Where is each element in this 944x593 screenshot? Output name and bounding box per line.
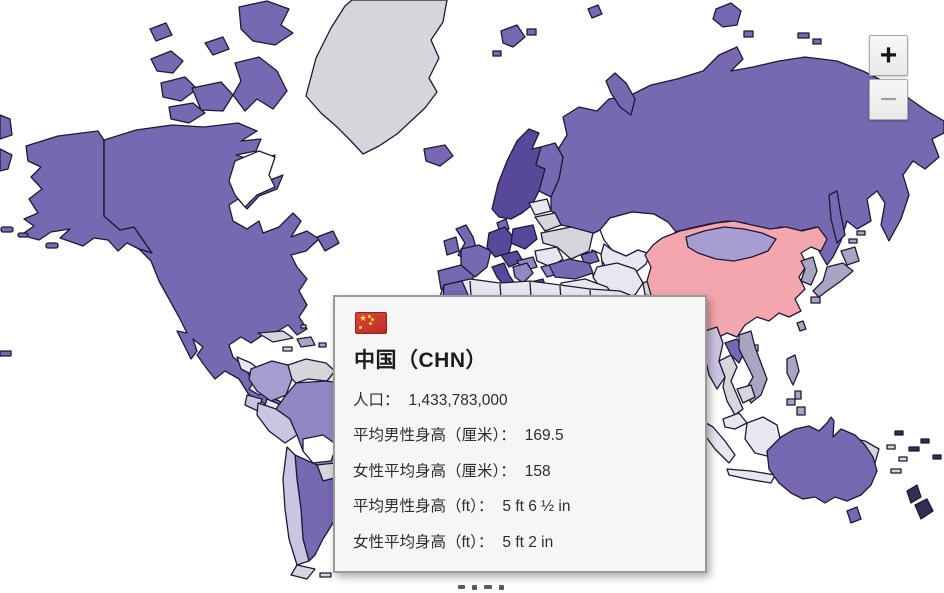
country-turkey[interactable] — [548, 258, 594, 280]
country-mongolia[interactable] — [685, 226, 777, 262]
row-value: 1,433,783,000 — [408, 391, 508, 409]
tooltip-row-male-height-cm: 平均男性身高（厘米）： 169.5 — [353, 427, 564, 444]
tooltip-row-female-height-ft: 女性平均身高（ft）： 5 ft 2 in — [353, 533, 554, 551]
hudson-bay — [228, 150, 276, 208]
country-chile[interactable] — [282, 446, 310, 566]
zoom-controls: + − — [869, 35, 908, 123]
island-baffin[interactable] — [232, 56, 288, 112]
zoom-out-button[interactable]: − — [869, 79, 908, 120]
row-value: 5 ft 2 in — [502, 533, 554, 551]
country-japan[interactable] — [812, 262, 854, 298]
country-ukraine[interactable] — [540, 226, 594, 260]
row-value: 5 ft 6 ½ in — [502, 498, 571, 515]
tooltip-row-population: 人口： 1,433,783,000 — [353, 391, 508, 409]
clipped-text-fragment — [458, 585, 511, 593]
row-value: 158 — [524, 462, 551, 480]
country-new-zealand[interactable] — [906, 484, 922, 504]
country-australia[interactable] — [766, 416, 878, 504]
country-tooltip: ★ 中国（CHN） 人口： 1,433,783,000 平均男性身高（厘米）： 16… — [333, 295, 707, 573]
country-bolivia[interactable] — [302, 434, 338, 464]
country-france[interactable] — [460, 244, 492, 278]
region-north-america[interactable] — [0, 0, 340, 422]
country-korea[interactable] — [800, 256, 818, 286]
country-thailand[interactable] — [718, 354, 744, 416]
country-philippines[interactable] — [786, 354, 800, 386]
region-caribbean[interactable] — [257, 324, 327, 352]
row-label: 女性平均身高（厘米） — [353, 462, 501, 480]
tooltip-row-female-height-cm: 女性平均身高（厘米）： 158 — [353, 462, 551, 480]
row-label: 平均男性身高（ft） — [353, 498, 478, 515]
country-greenland[interactable] — [305, 0, 448, 155]
country-vietnam[interactable] — [738, 330, 768, 404]
row-label: 女性平均身高（ft） — [353, 533, 478, 551]
region-russia[interactable] — [492, 2, 944, 266]
edge-fragments — [0, 114, 13, 357]
zoom-in-button[interactable]: + — [869, 35, 908, 76]
row-value: 169.5 — [524, 427, 564, 444]
china-flag-icon: ★ — [355, 312, 387, 334]
tooltip-country-title: 中国（CHN） — [354, 349, 487, 372]
country-iceland[interactable] — [423, 144, 454, 167]
row-label: 平均男性身高（厘米） — [353, 427, 501, 444]
tooltip-row-male-height-ft: 平均男性身高（ft）： 5 ft 6 ½ in — [353, 498, 571, 515]
row-label: 人口 — [353, 391, 385, 409]
region-oceania[interactable] — [766, 416, 942, 524]
